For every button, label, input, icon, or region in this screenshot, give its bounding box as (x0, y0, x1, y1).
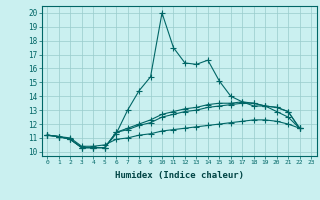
X-axis label: Humidex (Indice chaleur): Humidex (Indice chaleur) (115, 171, 244, 180)
